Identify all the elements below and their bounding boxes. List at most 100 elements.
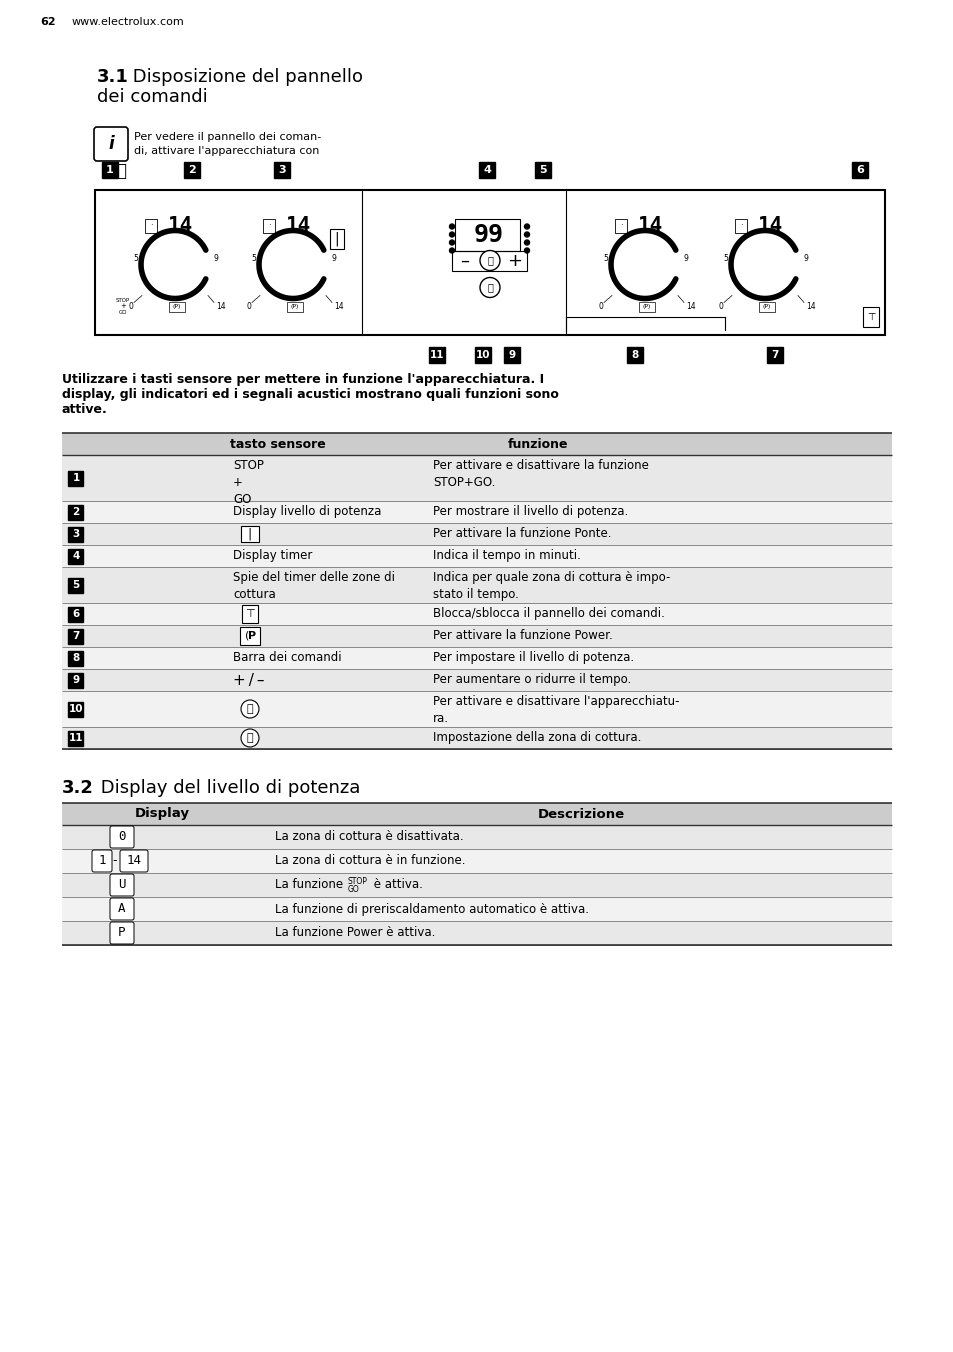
Text: www.electrolux.com: www.electrolux.com xyxy=(71,18,185,27)
Bar xyxy=(639,301,655,311)
Text: Display del livello di potenza: Display del livello di potenza xyxy=(95,779,360,796)
Text: + / –: + / – xyxy=(233,672,264,688)
Text: STOP: STOP xyxy=(115,297,130,303)
Text: –: – xyxy=(460,251,469,269)
Text: Barra dei comandi: Barra dei comandi xyxy=(233,652,341,664)
Text: 1: 1 xyxy=(72,473,79,483)
FancyBboxPatch shape xyxy=(110,873,133,896)
Text: (P): (P) xyxy=(642,304,651,310)
Text: Per mostrare il livello di potenza.: Per mostrare il livello di potenza. xyxy=(433,506,628,518)
Text: +: + xyxy=(507,251,522,269)
Bar xyxy=(62,849,891,873)
Bar xyxy=(62,566,891,603)
Text: attive.: attive. xyxy=(62,403,108,416)
Text: 3.1: 3.1 xyxy=(97,68,129,87)
Text: 3: 3 xyxy=(72,529,79,539)
Text: 7: 7 xyxy=(72,631,80,641)
Bar xyxy=(242,604,257,623)
Bar xyxy=(626,347,642,362)
Text: i: i xyxy=(108,135,113,153)
Text: 10: 10 xyxy=(476,350,490,360)
Text: La funzione di preriscaldamento automatico è attiva.: La funzione di preriscaldamento automati… xyxy=(274,903,588,915)
Text: 11: 11 xyxy=(69,733,83,744)
Text: display, gli indicatori ed i segnali acustici mostrano quali funzioni sono: display, gli indicatori ed i segnali acu… xyxy=(62,388,558,402)
Bar xyxy=(62,603,891,625)
Circle shape xyxy=(449,241,454,245)
Text: 9: 9 xyxy=(802,254,807,264)
Text: dei comandi: dei comandi xyxy=(97,88,208,105)
Text: tasto sensore: tasto sensore xyxy=(230,438,326,450)
Text: ·: · xyxy=(619,220,621,230)
Bar xyxy=(429,347,444,362)
Text: 14: 14 xyxy=(216,301,226,311)
Text: 0: 0 xyxy=(718,301,722,311)
Text: ·: · xyxy=(268,220,270,230)
Text: ·: · xyxy=(739,220,741,230)
Text: |: | xyxy=(335,231,339,246)
Bar xyxy=(62,648,891,669)
Text: 14: 14 xyxy=(334,301,343,311)
Bar xyxy=(69,526,84,542)
Text: ⏻: ⏻ xyxy=(247,704,253,714)
Text: 0: 0 xyxy=(129,301,133,311)
Bar xyxy=(69,650,84,665)
Text: 0: 0 xyxy=(598,301,603,311)
Bar xyxy=(766,347,782,362)
Text: 1: 1 xyxy=(98,854,106,868)
Circle shape xyxy=(524,247,529,253)
Text: 7: 7 xyxy=(771,350,778,360)
Text: Per attivare la funzione Ponte.: Per attivare la funzione Ponte. xyxy=(433,527,611,539)
Text: ⏱: ⏱ xyxy=(247,733,253,744)
Text: Per vedere il pannello dei coman-: Per vedere il pannello dei coman- xyxy=(133,132,321,142)
Bar xyxy=(62,691,891,727)
Text: Indica per quale zona di cottura è impo-
stato il tempo.: Indica per quale zona di cottura è impo-… xyxy=(433,571,670,602)
Bar xyxy=(69,577,84,592)
Text: 14: 14 xyxy=(167,215,193,235)
FancyBboxPatch shape xyxy=(91,850,112,872)
Text: 9: 9 xyxy=(213,254,218,264)
FancyBboxPatch shape xyxy=(110,922,133,944)
Bar xyxy=(240,627,260,645)
Text: 9: 9 xyxy=(508,350,515,360)
FancyBboxPatch shape xyxy=(110,826,133,848)
Text: 9: 9 xyxy=(332,254,336,264)
Text: U: U xyxy=(118,879,126,891)
Bar xyxy=(62,433,891,456)
Bar xyxy=(69,470,84,485)
Text: 0: 0 xyxy=(246,301,252,311)
Bar xyxy=(95,191,884,335)
Text: 1: 1 xyxy=(106,165,113,174)
Text: Display timer: Display timer xyxy=(233,549,312,562)
Text: |: | xyxy=(248,527,252,541)
Bar xyxy=(69,730,84,745)
Text: ⊤: ⊤ xyxy=(866,312,874,322)
Bar xyxy=(62,873,891,896)
Bar xyxy=(184,162,200,178)
Bar xyxy=(455,219,519,250)
Text: 2: 2 xyxy=(188,165,195,174)
Bar xyxy=(69,549,84,564)
Bar xyxy=(241,526,258,542)
Text: La funzione: La funzione xyxy=(274,879,347,891)
Text: 5: 5 xyxy=(133,254,138,264)
Text: 9: 9 xyxy=(683,254,688,264)
FancyBboxPatch shape xyxy=(120,850,148,872)
Text: (P): (P) xyxy=(172,304,181,310)
Text: 14: 14 xyxy=(757,215,781,235)
Text: 14: 14 xyxy=(637,215,662,235)
Text: Indica il tempo in minuti.: Indica il tempo in minuti. xyxy=(433,549,580,562)
Circle shape xyxy=(241,729,258,748)
Circle shape xyxy=(479,277,499,297)
Bar xyxy=(734,219,746,233)
Bar xyxy=(69,702,84,717)
Circle shape xyxy=(241,700,258,718)
Text: GO: GO xyxy=(118,310,127,315)
Bar xyxy=(263,219,274,233)
Text: STOP
+
GO: STOP + GO xyxy=(233,458,264,506)
Text: Blocca/sblocca il pannello dei comandi.: Blocca/sblocca il pannello dei comandi. xyxy=(433,607,664,621)
Circle shape xyxy=(479,250,499,270)
Bar xyxy=(62,896,891,921)
Text: 14: 14 xyxy=(127,854,141,868)
Circle shape xyxy=(449,233,454,237)
Text: 5: 5 xyxy=(538,165,546,174)
